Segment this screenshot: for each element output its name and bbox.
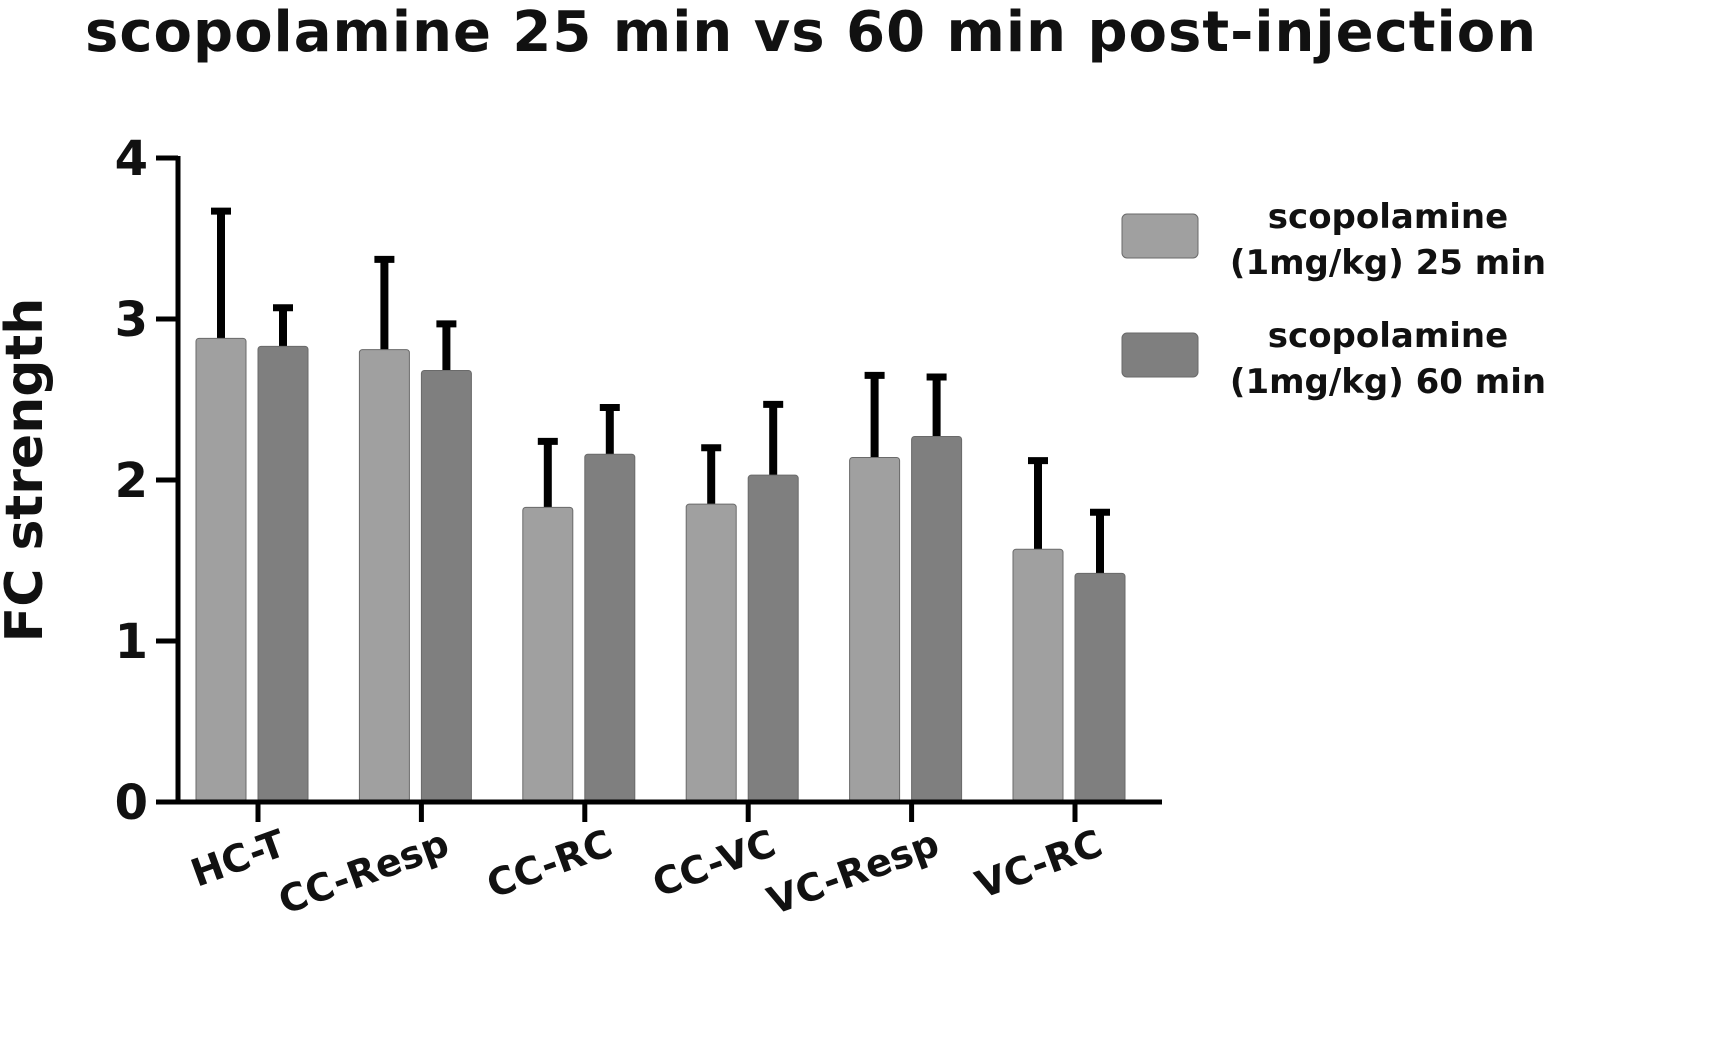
bar-series2-HC-T (257, 345, 309, 803)
x-tick-label-CC-VC: CC-VC (647, 821, 781, 906)
bars-layer (195, 207, 1126, 803)
y-tick-label-2: 2 (115, 453, 148, 509)
bar-series1-CC-RC (522, 506, 574, 803)
bar-series2-CC-VC (747, 474, 799, 803)
y-tick-label-4: 4 (115, 131, 148, 187)
x-tick-label-VC-Resp: VC-Resp (762, 821, 945, 923)
bar-series1-CC-Resp (358, 349, 410, 803)
legend-label-2-line2: (1mg/kg) 60 min (1230, 362, 1546, 402)
legend-swatch-1 (1121, 213, 1199, 259)
bar-series1-CC-VC (685, 503, 737, 803)
bar-series2-CC-Resp (420, 370, 472, 803)
legend-swatch-2 (1121, 332, 1199, 378)
legend-label-2-line1: scopolamine (1268, 316, 1508, 356)
y-tick-label-0: 0 (115, 775, 148, 831)
legend: scopolamine (1mg/kg) 25 min scopolamine (1m… (1121, 197, 1546, 402)
x-tick-label-VC-RC: VC-RC (970, 821, 1108, 907)
bar-series1-VC-RC (1012, 548, 1064, 803)
chart-title: scopolamine 25 min vs 60 min post-inject… (85, 0, 1538, 65)
bar-series2-VC-Resp (911, 436, 963, 803)
x-tick-label-CC-RC: CC-RC (481, 821, 618, 907)
y-axis-title: FC strength (0, 298, 55, 643)
bar-series2-CC-RC (584, 453, 636, 803)
legend-label-1-line1: scopolamine (1268, 197, 1508, 237)
bar-series1-VC-Resp (849, 456, 901, 803)
y-tick-label-3: 3 (115, 292, 148, 348)
bar-series2-VC-RC (1074, 572, 1126, 803)
legend-label-1-line2: (1mg/kg) 25 min (1230, 243, 1546, 283)
y-tick-label-1: 1 (115, 614, 148, 670)
x-tick-label-CC-Resp: CC-Resp (273, 821, 455, 923)
bar-series1-HC-T (195, 337, 247, 803)
